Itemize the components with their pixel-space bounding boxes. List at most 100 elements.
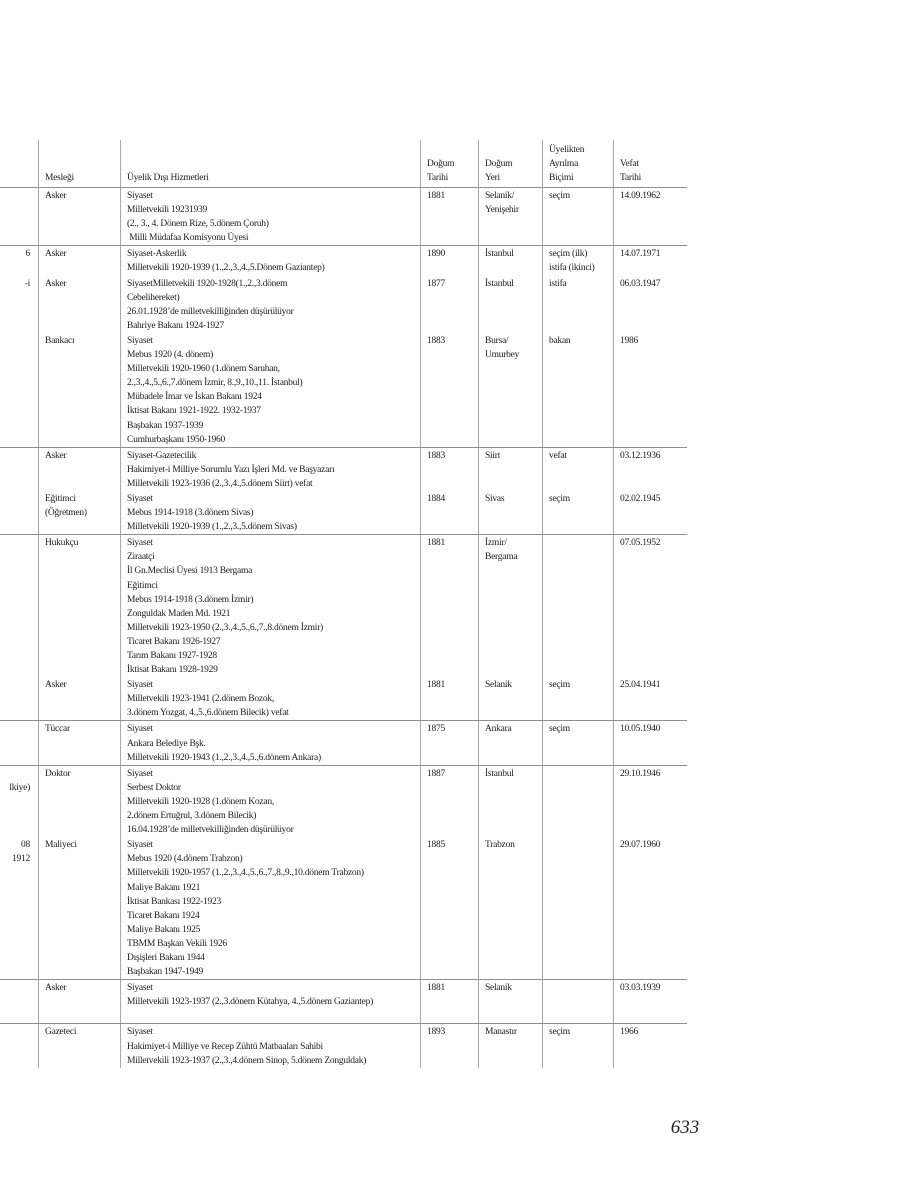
text-line: Tarihi (620, 172, 642, 183)
cell-services: Siyaset-Gazetecilik Hakimiyet-i Milliye S… (120, 447, 420, 491)
table-row: lkiye) Doktor Siyaset Serbest Doktor Milletv… (0, 764, 687, 838)
text-line: Milletvekili 1920-1960 (1.dönem Saruhan, (127, 364, 280, 375)
cell-profession: Asker (38, 447, 120, 491)
text-line: Üyelik Dışı Hizmetleri (127, 172, 209, 183)
text-line: seçim (ilk) (549, 249, 588, 260)
cell-birth-place: Ankara (478, 721, 542, 765)
cell-services: Siyaset Ankara Belediye Bşk. Milletvekili … (120, 721, 420, 765)
text-line: Ziraatçi (127, 552, 155, 563)
text-line: 1883 (427, 450, 445, 461)
text-line: 16.04.1928’de milletvekilliğinden düşürü… (127, 825, 294, 836)
text-line: Mebus 1914-1918 (3.dönem İzmir) (127, 594, 254, 605)
cell-death-date: 14.07.1971 (613, 246, 687, 276)
text-line: Hakimiyet-i Milliye ve Recep Zühtü Matba… (127, 1041, 323, 1052)
cell-death-date: 29.07.1960 (613, 837, 687, 980)
text-line: (2., 3., 4. Dönem Rize, 5.dönem Çoruh) (127, 219, 269, 230)
text-line: Asker (45, 191, 67, 201)
cell-birth-place: Selanik (478, 677, 542, 721)
header-cell-death-date: Vefat Tarihi (613, 140, 687, 187)
text-line: SiyasetMilletvekili 1920-1928(1.,2.,3.dö… (127, 278, 288, 289)
cell-profession: Asker (38, 677, 120, 721)
text-line: Selanik (485, 983, 512, 994)
cell-birth-place: İstanbul (478, 275, 542, 333)
table-row: Hukukçu Siyaset Ziraatçi İl Gn.Meclisi Üyes… (0, 534, 687, 678)
cell-margin-fragment (0, 535, 38, 677)
cell-margin-fragment (0, 448, 38, 491)
text-line: Milletvekili 1920-1943 (1.,2.,3.,4.,5.,6… (127, 752, 321, 763)
cell-services: Siyaset Hakimiyet-i Milliye ve Recep Züht… (120, 1024, 420, 1068)
text-line: 1887 (427, 768, 445, 779)
cell-death-date: 25.04.1941 (613, 677, 687, 721)
text-line: 1875 (427, 724, 445, 735)
cell-departure-type (542, 837, 613, 980)
table-row: Asker Siyaset Milletvekili 1923-1941 (2.dö… (0, 677, 687, 721)
cell-margin-fragment: lkiye) (0, 766, 38, 837)
text-line: 03.03.1939 (620, 983, 661, 994)
text-line: seçim (549, 1027, 570, 1038)
text-line: 29.10.1946 (620, 768, 661, 779)
cell-birth-date: 1883 (420, 447, 478, 491)
text-line: Milletvekili 1923-1941 (2.dönem Bozok, (127, 694, 274, 705)
text-line: 14.09.1962 (620, 191, 661, 201)
text-line: Milletvekili 1920-1939 (1.,2.,3.,5.dönem… (127, 522, 297, 533)
cell-departure-type: istifa (542, 275, 613, 333)
header-cell-margin-fragment (0, 140, 38, 187)
text-line: Sivas (485, 493, 505, 504)
text-line: 1884 (427, 493, 445, 504)
header-cell-departure-type: Üyelikten Ayrılma Biçimi (542, 140, 613, 187)
table-header-row: Mesleği Üyelik Dışı Hizmetleri Doğum Tarihi… (0, 140, 687, 188)
cell-margin-fragment: 6 (0, 246, 38, 275)
header-cell-services: Üyelik Dışı Hizmetleri (120, 140, 420, 187)
cell-birth-date: 1881 (420, 535, 478, 678)
cell-birth-place: İstanbul (478, 246, 542, 276)
page-number: 633 (670, 1117, 700, 1138)
cell-death-date: 02.02.1945 (613, 490, 687, 535)
text-line: 1877 (427, 278, 445, 289)
text-line: 1893 (427, 1027, 445, 1038)
text-line: 1885 (427, 840, 445, 851)
cell-departure-type: vefat (542, 447, 613, 491)
cell-birth-date: 1881 (420, 980, 478, 1024)
text-line: 1966 (620, 1027, 638, 1038)
text-line: Asker (45, 983, 67, 994)
text-line: Asker (45, 278, 67, 289)
text-line: Hakimiyet-i Milliye Sorumlu Yazı İşleri … (127, 464, 335, 475)
text-line: 1890 (427, 249, 445, 260)
text-line: Doğum (427, 158, 455, 169)
text-line: Ankara (485, 724, 512, 735)
text-line: Yeri (485, 172, 500, 183)
text-line: (Öğretmen) (45, 508, 87, 519)
text-line: İktisat Bakanı 1921-1922. 1932-1937 (127, 406, 261, 417)
cell-margin-fragment: 08 1912 (0, 837, 38, 979)
cell-birth-date: 1881 (420, 188, 478, 246)
cell-margin-fragment: -i (0, 276, 38, 333)
cell-services: Siyaset Ziraatçi İl Gn.Meclisi Üyesi 1913 … (120, 535, 420, 678)
text-line: Ticaret Bakanı 1926-1927 (127, 636, 221, 647)
cell-margin-fragment (0, 721, 38, 764)
text-line: İzmir/ (485, 538, 507, 549)
text-line: 1881 (427, 191, 445, 201)
text-line: 03.12.1936 (620, 450, 661, 461)
cell-profession: Asker (38, 275, 120, 333)
table-row: Asker Siyaset Milletvekili 1923-1937 (2.,3… (0, 979, 687, 1024)
cell-profession: Doktor (38, 765, 120, 838)
text-line: Bergama (485, 552, 518, 563)
text-line: Maliye Bakanı 1925 (127, 924, 201, 935)
table-row: -i Asker SiyasetMilletvekili 1920-1928(1.,… (0, 275, 687, 333)
text-line: Ankara Belediye Bşk. (127, 738, 206, 749)
cell-death-date: 1986 (613, 332, 687, 447)
cell-services: Siyaset Mebus 1914-1918 (3.dönem Sivas) Mi… (120, 490, 420, 535)
text-line: İktisat Bakanı 1928-1929 (127, 665, 218, 676)
table-row: Asker Siyaset-Gazetecilik Hakimiyet-i Mill… (0, 446, 687, 491)
table-row: 6 Asker Siyaset-Askerlik Milletvekili 1920-… (0, 245, 687, 276)
text-line: 1986 (620, 335, 638, 346)
text-line: Eğitimci (127, 580, 158, 591)
cell-death-date: 06.03.1947 (613, 275, 687, 333)
text-line: Mebus 1914-1918 (3.dönem Sivas) (127, 508, 254, 519)
cell-departure-type (542, 765, 613, 838)
text-line: İl Gn.Meclisi Üyesi 1913 Bergama (127, 566, 253, 577)
text-line: Milletvekili 1923-1936 (2.,3.,4.,5.dönem… (127, 478, 313, 489)
text-line: Mesleği (45, 172, 74, 183)
text-line: istifa (549, 278, 567, 289)
cell-birth-place: Selanik/Yenişehir (478, 188, 542, 246)
